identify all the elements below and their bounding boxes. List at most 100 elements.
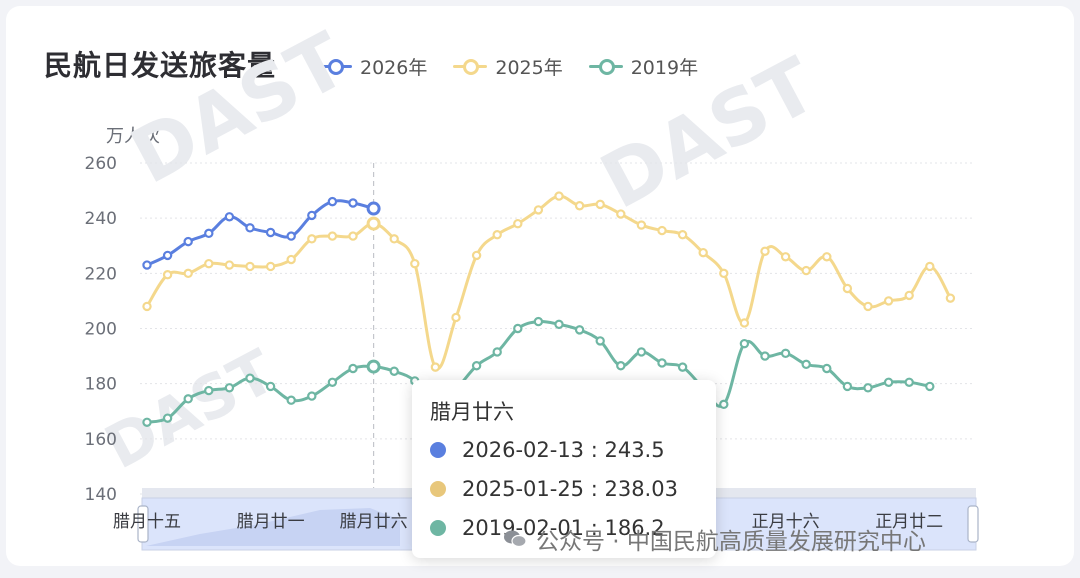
x-tick-label: 正月十六 <box>752 512 820 532</box>
data-point <box>574 325 585 335</box>
data-point <box>366 359 381 374</box>
data-point <box>677 230 688 240</box>
data-point <box>636 220 647 230</box>
chart-legend: 2026年 2025年 2019年 <box>318 52 724 80</box>
tooltip-title: 腊月廿六 <box>430 400 514 424</box>
data-point <box>677 362 688 372</box>
data-point <box>513 323 523 334</box>
data-point <box>327 377 338 387</box>
data-point <box>801 359 811 370</box>
data-point <box>265 227 276 238</box>
data-point <box>657 358 667 368</box>
legend-item-2025[interactable]: 2025年 <box>453 53 563 80</box>
data-point <box>307 210 317 221</box>
data-point <box>162 250 173 261</box>
data-point <box>286 254 296 265</box>
y-tick-label: 240 <box>85 209 117 229</box>
data-point <box>739 318 750 328</box>
x-tick-label: 腊月廿六 <box>340 512 408 532</box>
data-point <box>780 252 791 262</box>
data-point <box>224 212 235 222</box>
data-point <box>389 366 399 376</box>
legend-item-2019[interactable]: 2019年 <box>588 53 699 80</box>
data-point <box>760 351 770 361</box>
legend-label-2019: 2019年 <box>630 56 699 79</box>
data-point <box>739 338 750 349</box>
data-point <box>719 268 729 279</box>
footer-source-text: 公众号 · 中国民航高质量发展研究中心 <box>536 529 926 555</box>
data-point <box>142 260 152 270</box>
x-tick-label: 正月廿二 <box>875 512 943 532</box>
data-point <box>616 209 626 219</box>
data-point <box>883 377 894 387</box>
data-point <box>348 231 358 241</box>
data-point <box>224 383 235 393</box>
legend-item-2026[interactable]: 2026年 <box>318 53 427 80</box>
tooltip-value-2019: 2019-02-01 : 186.2 <box>462 516 665 540</box>
data-point <box>204 228 214 239</box>
y-tick-label: 180 <box>85 375 117 395</box>
data-point <box>822 252 832 262</box>
data-point <box>162 413 173 423</box>
data-point <box>554 319 564 330</box>
data-point <box>142 417 152 427</box>
slider-handle-left[interactable] <box>137 505 149 543</box>
data-point <box>925 381 935 392</box>
series-dot-icon <box>430 442 446 458</box>
slider-handle-right[interactable] <box>967 505 979 543</box>
data-point <box>451 312 461 323</box>
data-point <box>719 399 729 410</box>
data-point <box>142 301 152 312</box>
legend-label-2026: 2026年 <box>360 56 428 79</box>
data-point <box>307 234 317 244</box>
data-point <box>904 290 914 301</box>
y-tick-label: 160 <box>85 430 117 450</box>
data-point <box>533 316 544 327</box>
data-point <box>863 383 873 393</box>
series-line-2026年 <box>146 199 375 267</box>
data-point <box>616 361 626 371</box>
data-point <box>492 347 502 357</box>
data-point <box>204 385 214 396</box>
tooltip: 腊月廿六 2026-02-13 : 243.5 2025-01-25 : 238… <box>412 380 716 558</box>
legend-marker-icon <box>588 58 623 75</box>
data-point <box>945 293 956 303</box>
series-line-2025年 <box>145 194 952 371</box>
data-point <box>183 236 193 247</box>
data-point <box>513 218 523 229</box>
data-point <box>245 223 255 233</box>
x-tick-label: 腊月十五 <box>113 512 181 532</box>
series-dot-icon <box>430 520 446 536</box>
data-point <box>801 265 811 276</box>
data-point <box>904 377 914 387</box>
data-point <box>245 261 255 272</box>
data-point <box>286 231 296 241</box>
data-point <box>492 230 502 240</box>
data-point <box>204 258 214 269</box>
tooltip-row-2025: 2025-01-25 : 238.03 <box>430 477 678 501</box>
watermark-text: DAST <box>117 15 361 201</box>
tooltip-value-2026: 2026-02-13 : 243.5 <box>462 438 665 462</box>
data-point <box>863 301 873 312</box>
data-point <box>842 381 853 392</box>
data-point <box>265 261 276 272</box>
data-point <box>471 250 482 261</box>
data-point <box>883 296 894 306</box>
wechat-icon <box>504 530 527 548</box>
data-point <box>636 347 647 357</box>
data-point <box>286 395 296 405</box>
data-point <box>925 261 935 272</box>
data-point <box>410 258 420 269</box>
data-point <box>574 201 585 211</box>
data-point <box>389 234 399 244</box>
y-tick-label: 200 <box>85 320 117 340</box>
data-point <box>265 381 276 392</box>
legend-marker-icon <box>453 58 488 75</box>
data-point <box>430 362 441 372</box>
data-point <box>327 196 338 207</box>
data-point <box>307 391 317 401</box>
data-point <box>471 361 482 371</box>
data-point <box>366 201 381 216</box>
tooltip-value-2025: 2025-01-25 : 238.03 <box>462 477 678 501</box>
